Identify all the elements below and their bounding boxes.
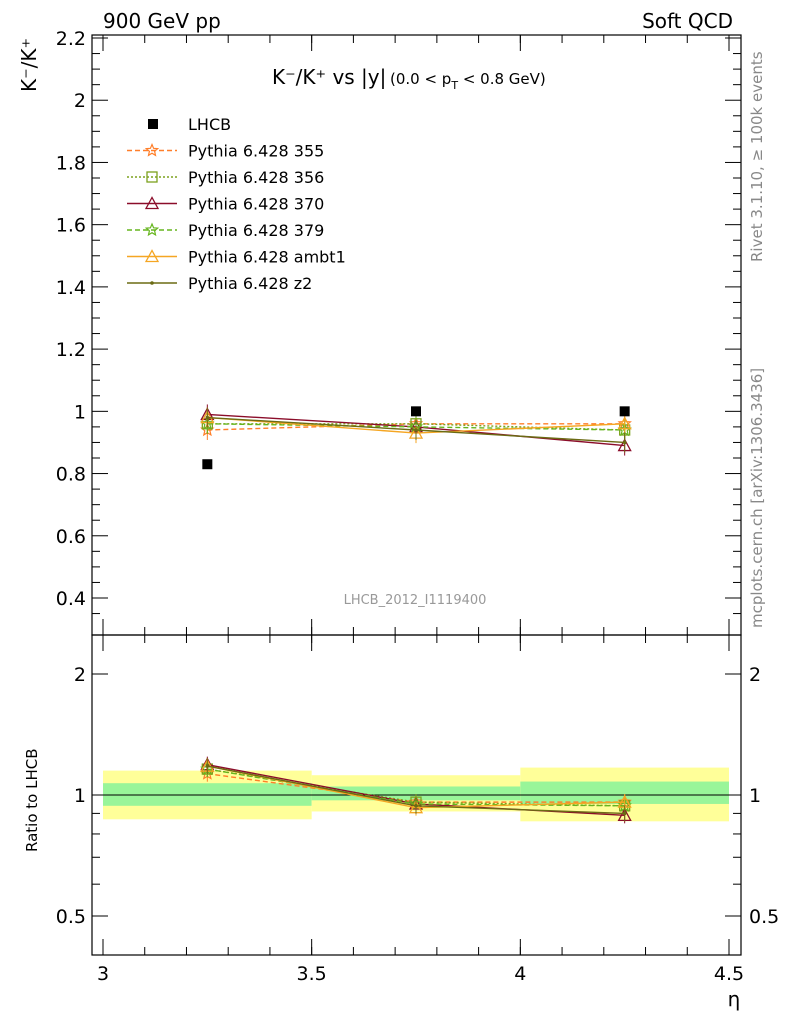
legend-entry-4: Pythia 6.428 ambt1 (127, 248, 346, 267)
series-marker-5 (205, 415, 210, 420)
ratio-axes: 0.5 1 2 0.5 1 2 3 3.5 4 4.5 (56, 635, 779, 985)
legend-entry-5: Pythia 6.428 z2 (127, 274, 312, 293)
main-axes: 0.4 0.6 0.8 1 1.2 1.4 1.6 1.8 2 2.2 (56, 28, 741, 635)
series-marker-5 (622, 440, 627, 445)
chart-title-sub: (0.0 < pT < 0.8 GeV) (390, 70, 546, 92)
data-point (411, 406, 421, 417)
ratio-panel: 0.5 1 2 0.5 1 2 3 3.5 4 4.5 (56, 634, 779, 985)
legend-label-0: Pythia 6.428 355 (188, 142, 324, 161)
x-tick-label: 3 (97, 963, 109, 985)
legend-entry-1: Pythia 6.428 356 (127, 168, 324, 187)
y-tick-label: 0.4 (56, 588, 86, 610)
y-tick-label: 1 (74, 401, 86, 423)
y-tick-label: 0.8 (56, 464, 86, 486)
legend-entry-0: Pythia 6.428 355 (127, 142, 324, 161)
y-tick-label: 1.4 (56, 277, 86, 299)
legend-marker-2 (144, 196, 160, 210)
legend-marker-data (148, 119, 158, 129)
mcplots-info-label: mcplots.cern.ch [arXiv:1306.3436] (748, 368, 766, 628)
legend-marker-5 (150, 281, 154, 285)
ratio-y-tick-label-right: 0.5 (749, 906, 779, 928)
x-tick-label: 4.5 (714, 963, 744, 985)
chart-title: K⁻/K⁺ vs |y| (0.0 < pT < 0.8 GeV) (272, 65, 546, 92)
chart-title-main: K⁻/K⁺ vs |y| (272, 65, 386, 89)
main-series-layer (200, 404, 632, 470)
y-tick-label: 1.2 (56, 339, 86, 361)
ratio-y-tick-label: 0.5 (56, 906, 86, 928)
ratio-frame (91, 634, 742, 956)
x-axis-label: η (728, 987, 741, 1011)
header-left-label: 900 GeV pp (103, 9, 221, 33)
ratio-marker-5 (414, 804, 418, 808)
series-marker-4 (617, 416, 632, 430)
title-sub-index: T (450, 79, 458, 92)
legend-marker-3 (144, 222, 160, 237)
y-axis-label: K⁻/K⁺ (17, 38, 41, 92)
legend-entry-data: LHCB (148, 115, 231, 134)
legend: LHCB Pythia 6.428 355 Pythia 6.428 356 Pyth… (127, 115, 346, 293)
legend-label-4: Pythia 6.428 ambt1 (188, 248, 346, 267)
legend-label-3: Pythia 6.428 379 (188, 221, 324, 240)
legend-label-1: Pythia 6.428 356 (188, 168, 324, 187)
legend-marker-4 (144, 249, 160, 263)
y-tick-label: 2 (74, 90, 86, 112)
legend-entry-2: Pythia 6.428 370 (127, 195, 324, 214)
legend-label-data: LHCB (188, 115, 231, 134)
ratio-series-layer (200, 756, 632, 824)
ratio-inner-band (520, 781, 729, 804)
ratio-marker-5 (622, 811, 627, 816)
ratio-marker-5 (205, 764, 210, 768)
title-sub-start: (0.0 < p (390, 70, 451, 88)
data-point (619, 406, 630, 417)
rivet-info-label: Rivet 3.1.10, ≥ 100k events (748, 51, 766, 262)
y-tick-label: 1.8 (56, 152, 86, 174)
main-panel: 0.4 0.6 0.8 1 1.2 1.4 1.6 1.8 2 2.2 (56, 28, 742, 636)
legend-entry-3: Pythia 6.428 379 (127, 221, 324, 240)
legend-label-5: Pythia 6.428 z2 (188, 274, 312, 293)
ratio-y-axis-label: Ratio to LHCB (23, 748, 41, 852)
y-tick-label: 0.6 (56, 526, 86, 548)
legend-label-2: Pythia 6.428 370 (188, 195, 324, 214)
ratio-y-tick-label-right: 1 (749, 785, 761, 807)
ratio-y-tick-label: 1 (74, 785, 86, 807)
legend-marker-0 (144, 142, 160, 157)
legend-marker-1 (146, 171, 158, 183)
ratio-inner-band (103, 783, 312, 806)
y-tick-label: 1.6 (56, 215, 86, 237)
analysis-label: LHCB_2012_I1119400 (344, 593, 487, 608)
y-tick-label: 2.2 (56, 28, 86, 50)
header-right-label: Soft QCD (642, 9, 733, 33)
series-marker-5 (414, 428, 418, 432)
ratio-y-tick-label: 2 (74, 664, 86, 686)
data-point (202, 459, 213, 470)
ratio-y-tick-label-right: 2 (749, 664, 761, 686)
x-tick-label: 3.5 (297, 963, 327, 985)
x-tick-label: 4 (514, 963, 526, 985)
title-sub-end: < 0.8 GeV) (458, 70, 546, 88)
